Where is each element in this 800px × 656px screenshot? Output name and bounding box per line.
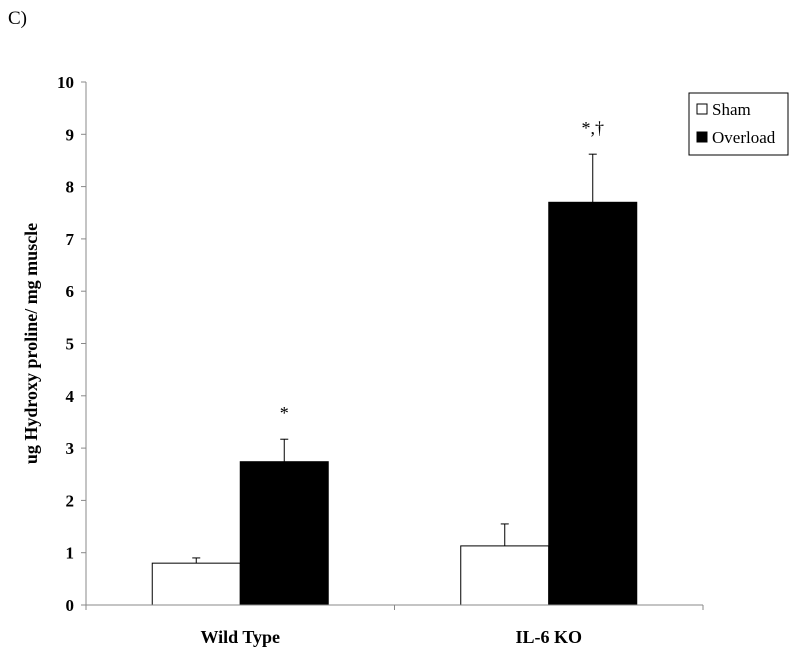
y-tick-label: 8 bbox=[66, 178, 75, 197]
significance-marker: *,† bbox=[582, 118, 605, 138]
legend-swatch-overload bbox=[696, 131, 708, 143]
y-axis-label: ug Hydroxy proline/ mg muscle bbox=[21, 223, 41, 464]
legend-box bbox=[688, 92, 789, 156]
axes-group bbox=[81, 81, 704, 610]
bar-sham-1 bbox=[460, 545, 550, 606]
bar-sham-0 bbox=[151, 562, 241, 606]
legend-swatch-sham bbox=[696, 103, 708, 115]
x-category-label: IL-6 KO bbox=[515, 627, 582, 647]
y-tick-label: 9 bbox=[66, 125, 75, 144]
y-tick-label: 2 bbox=[66, 491, 75, 510]
y-tick-label: 7 bbox=[66, 230, 75, 249]
bars-group bbox=[151, 201, 638, 606]
legend: Sham Overload bbox=[688, 92, 789, 156]
significance-marker: * bbox=[280, 403, 289, 423]
legend-label: Overload bbox=[712, 128, 776, 147]
y-tick-label: 6 bbox=[66, 282, 75, 301]
bar-overload-1 bbox=[548, 201, 638, 606]
error-bars-group bbox=[192, 153, 597, 564]
y-tick-label: 3 bbox=[66, 439, 75, 458]
labels-group: 0 1 2 3 4 5 6 7 8 9 10 Wild Type IL-6 KO * *,† ug Hydro… bbox=[21, 73, 604, 647]
y-tick-label: 4 bbox=[66, 387, 75, 406]
y-tick-label: 0 bbox=[66, 596, 75, 615]
bar-overload-0 bbox=[239, 461, 329, 606]
y-tick-label: 5 bbox=[66, 335, 75, 354]
panel-label: C) bbox=[8, 8, 27, 29]
y-tick-label: 1 bbox=[66, 544, 75, 563]
legend-label: Sham bbox=[712, 100, 751, 119]
y-tick-label: 10 bbox=[57, 73, 74, 92]
x-category-label: Wild Type bbox=[200, 627, 280, 647]
